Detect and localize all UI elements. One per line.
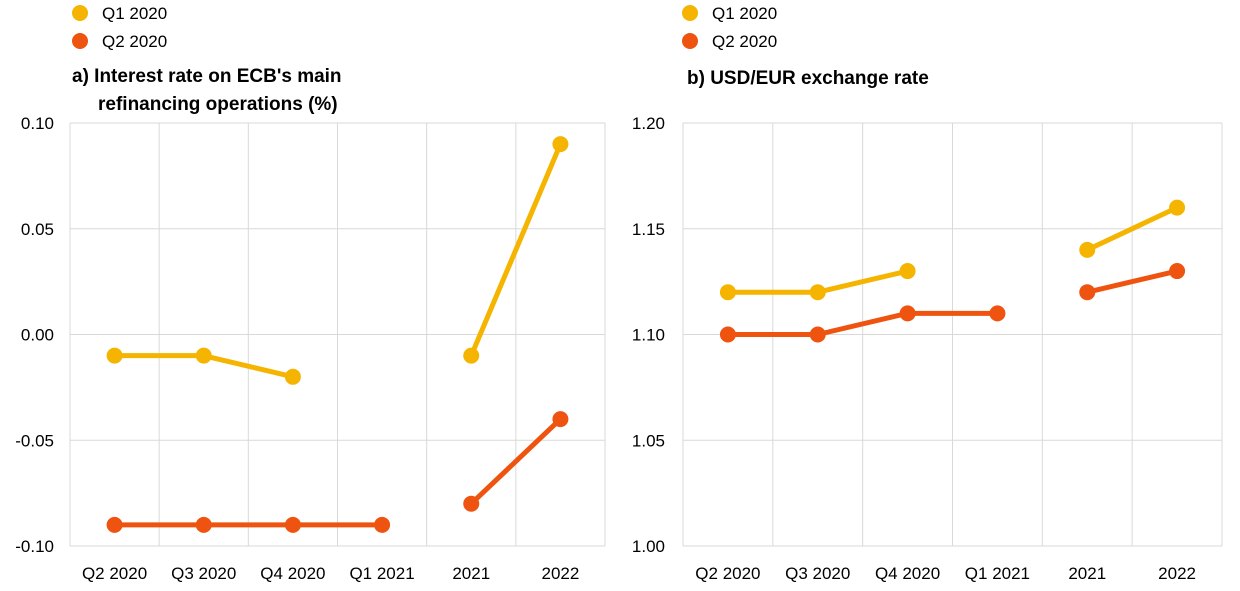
y-tick-label: -0.05: [15, 431, 54, 450]
series-q2-2020-line: [468, 416, 563, 507]
x-tick-label: 2022: [1158, 564, 1196, 583]
y-tick-label: 1.10: [632, 326, 665, 345]
legend-label-2: Q2 2020: [712, 32, 777, 51]
legend-marker-2: [682, 33, 698, 49]
x-tick-label: 2022: [542, 564, 580, 583]
chart-title: b) USD/EUR exchange rate: [687, 68, 929, 89]
series-q2-2020-point: [552, 411, 569, 428]
x-tick-label: Q4 2020: [260, 564, 325, 583]
x-tick-label: Q3 2020: [171, 564, 236, 583]
series-q1-2020-point: [719, 284, 736, 301]
series-q2-2020-line: [725, 310, 1000, 337]
series-q2-2020-line: [1084, 268, 1180, 295]
series-q1-2020-point: [809, 284, 826, 301]
legend-label-1: Q1 2020: [102, 4, 167, 23]
chart-title-line2: refinancing operations (%): [98, 94, 338, 115]
series-q2-2020-point: [809, 326, 826, 343]
series-q2-2020-point: [719, 326, 736, 343]
series-q1-2020-point: [106, 347, 123, 364]
x-tick-label: 2021: [452, 564, 490, 583]
chart-title: a) Interest rate on ECB's main: [72, 66, 342, 87]
series-q1-2020-point: [552, 136, 569, 153]
series-q1-2020-line: [468, 141, 563, 359]
x-tick-label: Q1 2021: [965, 564, 1030, 583]
x-tick-label: Q1 2021: [349, 564, 414, 583]
series-q2-2020-point: [195, 516, 212, 533]
chart-panel-b: Q1 2020 Q2 2020 b) USD/EUR exchange rate 1.…: [632, 4, 1223, 583]
series-q2-2020-point: [284, 516, 301, 533]
x-tick-label: Q3 2020: [785, 564, 850, 583]
y-tick-label: -0.10: [15, 537, 54, 556]
x-tick-label: Q2 2020: [695, 564, 760, 583]
legend-marker-1: [72, 5, 88, 21]
series-q2-2020-point: [1169, 263, 1186, 280]
y-tick-label: 1.00: [632, 537, 665, 556]
legend-label-1: Q1 2020: [712, 4, 777, 23]
series-q1-2020-point: [463, 347, 480, 364]
series-q2-2020-point: [1079, 284, 1096, 301]
series-q1-2020-point: [899, 263, 916, 280]
legend-marker-2: [72, 33, 88, 49]
series-q1-2020-point: [284, 368, 301, 385]
series-q1-2020-point: [1079, 241, 1096, 258]
legend-label-2: Q2 2020: [102, 32, 167, 51]
y-tick-label: 1.15: [632, 220, 665, 239]
x-tick-label: 2021: [1068, 564, 1106, 583]
series-q2-2020-point: [374, 516, 391, 533]
series-q2-2020-point: [463, 495, 480, 512]
y-tick-label: 0.05: [21, 220, 54, 239]
series-q2-2020-point: [989, 305, 1006, 322]
series-q1-2020-point: [195, 347, 212, 364]
y-tick-label: 1.20: [632, 114, 665, 133]
series-q1-2020-point: [1169, 199, 1186, 216]
series-q2-2020-point: [106, 516, 123, 533]
x-tick-label: Q4 2020: [875, 564, 940, 583]
y-tick-label: 0.10: [21, 114, 54, 133]
chart-panel-a: Q1 2020 Q2 2020 a) Interest rate on ECB's …: [15, 4, 606, 583]
x-tick-label: Q2 2020: [82, 564, 147, 583]
y-tick-label: 0.00: [21, 326, 54, 345]
y-tick-label: 1.05: [632, 431, 665, 450]
series-q1-2020-line: [1084, 205, 1180, 253]
legend-marker-1: [682, 5, 698, 21]
series-q2-2020-point: [899, 305, 916, 322]
